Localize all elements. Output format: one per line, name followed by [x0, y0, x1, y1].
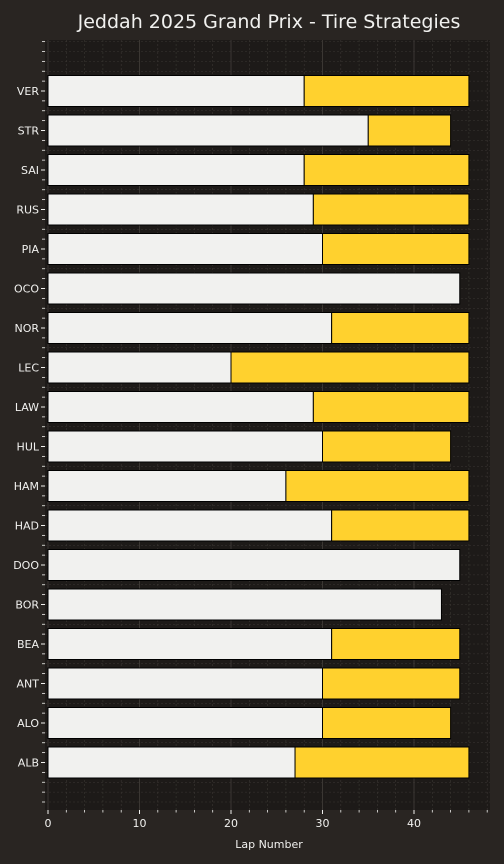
bar-pia-stint-1 [47, 233, 323, 265]
y-tick-label-ver: VER [17, 85, 39, 98]
bar-alo-stint-1 [47, 707, 323, 739]
bar-alb-stint-2 [294, 746, 470, 779]
y-tick-label-alb: ALB [18, 757, 39, 770]
y-tick-label-str: STR [18, 125, 40, 138]
bar-rus-stint-1 [47, 193, 314, 226]
x-tick-label-30: 30 [316, 817, 330, 830]
y-tick-label-alo: ALO [17, 717, 39, 730]
y-tick-label-law: LAW [15, 401, 39, 414]
x-tick-label-40: 40 [407, 817, 421, 830]
bar-had-stint-2 [331, 509, 470, 542]
ticks-layer: VER STR SAI RUS PIA OCO NOR LEC LAW HUL HAM HAD DOO B… [13, 41, 488, 830]
bar-ant-stint-2 [322, 667, 461, 700]
x-tick-label-0: 0 [45, 817, 52, 830]
bar-law-stint-2 [312, 391, 470, 423]
bar-bor-stint-1 [47, 588, 442, 621]
y-tick-label-ant: ANT [17, 678, 40, 691]
bar-alo-stint-2 [322, 707, 452, 739]
y-tick-label-hul: HUL [17, 441, 40, 454]
bar-hul-stint-2 [322, 430, 452, 463]
bar-rus-stint-2 [312, 193, 470, 226]
bar-lec-stint-2 [230, 351, 470, 384]
y-tick-label-bea: BEA [17, 638, 39, 651]
bar-oco-stint-1 [47, 272, 461, 305]
x-axis-label: Lap Number [235, 838, 303, 851]
bar-law-stint-1 [47, 391, 314, 423]
bar-ver-stint-2 [303, 75, 470, 107]
bar-nor-stint-2 [331, 312, 470, 344]
y-tick-label-lec: LEC [18, 362, 39, 375]
bar-ham-stint-2 [285, 470, 470, 502]
bars-layer [47, 75, 470, 779]
x-tick-label-10: 10 [133, 817, 147, 830]
bar-ant-stint-1 [47, 667, 323, 700]
y-tick-label-pia: PIA [22, 243, 40, 256]
y-tick-label-oco: OCO [14, 283, 39, 296]
bar-pia-stint-2 [322, 233, 470, 265]
bar-str-stint-1 [47, 114, 369, 147]
bar-bea-stint-2 [331, 628, 461, 660]
bar-bea-stint-1 [47, 628, 333, 660]
bar-ham-stint-1 [47, 470, 287, 502]
bar-nor-stint-1 [47, 312, 333, 344]
bar-sai-stint-1 [47, 154, 305, 186]
bar-alb-stint-1 [47, 746, 296, 779]
y-tick-label-doo: DOO [13, 559, 39, 572]
bar-had-stint-1 [47, 509, 333, 542]
y-tick-label-sai: SAI [21, 164, 39, 177]
x-tick-label-20: 20 [224, 817, 238, 830]
bar-ver-stint-1 [47, 75, 305, 107]
bar-lec-stint-1 [47, 351, 232, 384]
y-tick-label-ham: HAM [14, 480, 39, 493]
y-tick-label-bor: BOR [15, 599, 39, 612]
bar-doo-stint-1 [47, 549, 461, 581]
bar-sai-stint-2 [303, 154, 470, 186]
y-tick-label-rus: RUS [16, 204, 39, 217]
y-tick-label-nor: NOR [14, 322, 39, 335]
bar-str-stint-2 [367, 114, 452, 147]
y-tick-label-had: HAD [15, 520, 39, 533]
bar-hul-stint-1 [47, 430, 323, 463]
chart-title: Jeddah 2025 Grand Prix - Tire Strategies [77, 11, 461, 33]
